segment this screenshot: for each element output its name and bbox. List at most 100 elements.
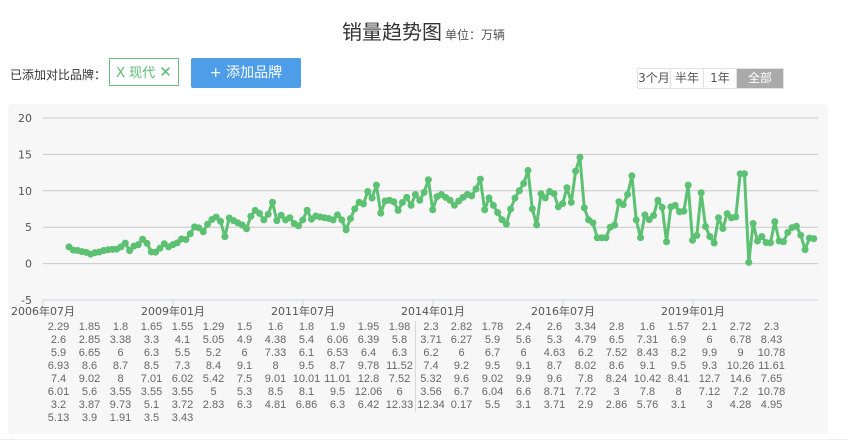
data-point[interactable]	[221, 233, 229, 241]
data-point[interactable]	[286, 214, 294, 222]
data-point[interactable]	[294, 222, 302, 230]
data-point[interactable]	[403, 193, 411, 201]
data-point[interactable]	[520, 179, 528, 187]
data-point[interactable]	[260, 216, 268, 224]
data-point[interactable]	[256, 209, 264, 217]
data-point[interactable]	[567, 198, 575, 206]
data-point[interactable]	[121, 239, 129, 247]
data-point[interactable]	[186, 230, 194, 238]
data-point[interactable]	[680, 207, 688, 215]
data-point[interactable]	[476, 175, 484, 183]
data-point[interactable]	[624, 190, 632, 198]
data-point[interactable]	[511, 194, 519, 202]
data-point[interactable]	[212, 213, 220, 221]
data-point[interactable]	[329, 216, 337, 224]
data-point[interactable]	[126, 247, 134, 255]
data-point[interactable]	[563, 184, 571, 192]
data-point[interactable]	[619, 201, 627, 209]
data-point[interactable]	[576, 153, 584, 161]
data-point[interactable]	[524, 166, 532, 174]
close-icon[interactable]: ✕	[159, 63, 172, 81]
data-point[interactable]	[273, 217, 281, 225]
data-point[interactable]	[550, 190, 558, 198]
data-point[interactable]	[247, 212, 255, 220]
data-point[interactable]	[537, 190, 545, 198]
data-point[interactable]	[489, 201, 497, 209]
data-point[interactable]	[719, 225, 727, 233]
data-point[interactable]	[706, 233, 714, 241]
data-point[interactable]	[559, 200, 567, 208]
data-point[interactable]	[494, 209, 502, 217]
data-point[interactable]	[758, 233, 766, 241]
data-point[interactable]	[364, 188, 372, 196]
data-point[interactable]	[779, 238, 787, 246]
data-point[interactable]	[801, 246, 809, 254]
data-point[interactable]	[303, 206, 311, 214]
data-point[interactable]	[697, 189, 705, 197]
data-point[interactable]	[481, 206, 489, 214]
data-point[interactable]	[740, 170, 748, 178]
data-point[interactable]	[515, 187, 523, 195]
data-point[interactable]	[580, 204, 588, 212]
data-point[interactable]	[156, 244, 164, 252]
data-point[interactable]	[429, 206, 437, 214]
data-point[interactable]	[143, 239, 151, 247]
data-point[interactable]	[632, 216, 640, 224]
data-point[interactable]	[450, 201, 458, 209]
data-point[interactable]	[416, 196, 424, 204]
data-point[interactable]	[572, 167, 580, 175]
data-point[interactable]	[810, 235, 818, 243]
data-point[interactable]	[715, 214, 722, 222]
data-point[interactable]	[420, 188, 428, 196]
data-point[interactable]	[602, 234, 610, 242]
data-point[interactable]	[654, 196, 662, 204]
data-point[interactable]	[424, 176, 432, 184]
data-point[interactable]	[472, 185, 480, 193]
data-point[interactable]	[346, 214, 354, 222]
data-point[interactable]	[342, 226, 350, 234]
range-3-months[interactable]: 3个月	[638, 69, 671, 88]
data-point[interactable]	[377, 209, 385, 217]
data-point[interactable]	[671, 201, 679, 209]
data-point[interactable]	[502, 220, 510, 228]
data-point[interactable]	[351, 205, 359, 213]
data-point[interactable]	[299, 216, 307, 224]
data-point[interactable]	[507, 205, 515, 213]
data-point[interactable]	[628, 172, 636, 180]
data-point[interactable]	[411, 190, 419, 198]
data-point[interactable]	[611, 221, 619, 229]
data-point[interactable]	[204, 220, 212, 228]
range-1-year[interactable]: 1年	[704, 69, 737, 88]
data-point[interactable]	[398, 198, 406, 206]
data-point[interactable]	[217, 217, 225, 225]
data-point[interactable]	[749, 220, 757, 228]
data-point[interactable]	[498, 216, 506, 224]
data-point[interactable]	[269, 198, 277, 206]
data-point[interactable]	[641, 211, 649, 219]
data-point[interactable]	[368, 194, 376, 202]
range-all[interactable]: 全部	[737, 69, 783, 88]
data-point[interactable]	[372, 181, 380, 189]
data-point[interactable]	[359, 200, 367, 208]
range-half-year[interactable]: 半年	[671, 69, 704, 88]
data-point[interactable]	[797, 231, 805, 239]
data-point[interactable]	[264, 210, 272, 218]
data-point[interactable]	[637, 234, 645, 242]
data-point[interactable]	[792, 222, 800, 230]
data-point[interactable]	[134, 241, 142, 249]
data-point[interactable]	[182, 236, 190, 244]
data-point[interactable]	[485, 194, 493, 202]
data-point[interactable]	[533, 221, 541, 229]
data-point[interactable]	[446, 196, 454, 204]
data-point[interactable]	[394, 206, 402, 214]
data-point[interactable]	[745, 258, 753, 266]
data-point[interactable]	[732, 213, 740, 221]
data-point[interactable]	[710, 239, 718, 247]
data-point[interactable]	[277, 211, 285, 219]
data-point[interactable]	[689, 236, 697, 244]
data-point[interactable]	[702, 222, 710, 230]
data-point[interactable]	[658, 203, 666, 211]
data-point[interactable]	[390, 198, 398, 206]
data-point[interactable]	[407, 201, 415, 209]
data-point[interactable]	[753, 237, 761, 245]
